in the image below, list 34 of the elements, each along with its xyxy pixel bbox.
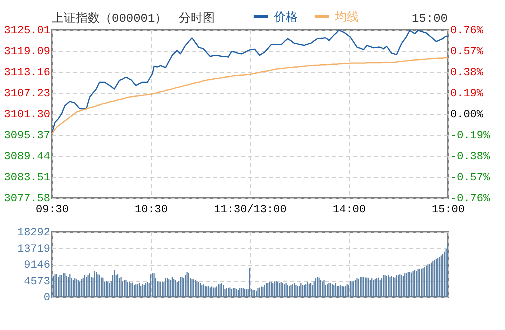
x-tick-label: 15:00 [432,204,466,216]
y-tick-label: 3077.58 [4,194,50,206]
y-tick-label: 9146 [24,260,50,272]
y-tick-label: 3125.01 [4,26,51,38]
y-tick-label: 18292 [17,228,50,240]
y2-tick-label: -0.57% [450,172,491,184]
y-tick-label: 3101.30 [4,109,50,122]
y-tick-label: 3107.23 [4,88,50,100]
y-tick-label: 3089.44 [4,151,51,164]
y2-tick-label: -0.19% [450,130,491,142]
line-series [51,57,449,135]
y2-tick-label: 0.38% [450,68,484,80]
y-tick-label: 0 [44,292,50,304]
y2-tick-label: 0.19% [450,88,484,100]
y-tick-label: 3113.16 [4,67,50,80]
x-tick-label: 14:00 [332,204,366,216]
x-tick-label: 11:30/13:00 [214,204,287,216]
text: 15:00 [412,12,448,26]
y2-tick-label: -0.76% [450,194,491,206]
chart-title: 上证指数（000001） [52,12,168,26]
y-tick-label: 4573 [24,276,50,288]
y2-tick-label: -0.38% [450,152,491,164]
legend-label: 价格 [273,11,298,25]
y-tick-label: 13719 [17,244,50,256]
legend-label: 均线 [334,11,359,25]
y-tick-label: 3083.51 [4,172,51,184]
x-tick-label: 10:30 [134,204,168,216]
y2-tick-label: 0.57% [450,46,484,58]
y-tick-label: 3095.37 [4,130,50,142]
y2-tick-label: 0.00% [450,110,484,122]
chart-subtitle: 分时图 [179,12,215,26]
y2-tick-label: 0.76% [450,26,484,38]
y-tick-label: 3119.09 [4,46,50,58]
x-tick-label: 09:30 [36,204,70,216]
